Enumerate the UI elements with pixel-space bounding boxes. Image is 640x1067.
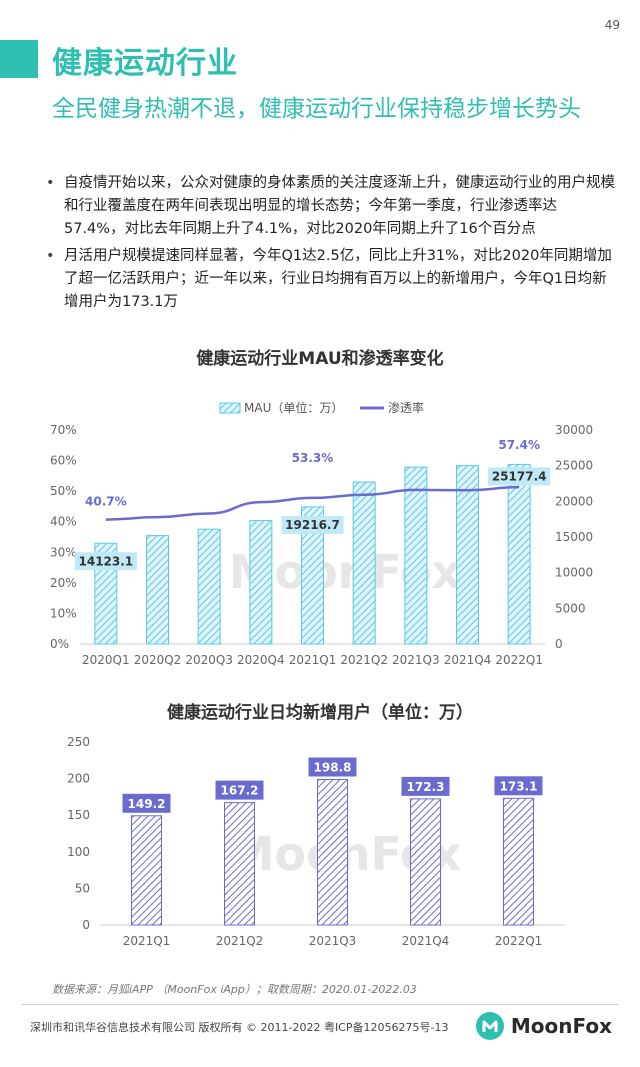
x-tick: 2021Q1 bbox=[123, 934, 171, 948]
mau-penetration-chart: MoonFox MAU（单位：万） 渗透率 0%10%20%30%40%50%60… bbox=[50, 400, 593, 667]
mau-data-label-bg bbox=[281, 515, 344, 534]
daily-new-users-chart: MoonFox 0501001502002502021Q12021Q22021Q… bbox=[67, 735, 565, 948]
y-tick: 150 bbox=[67, 808, 90, 822]
y-tick: 0 bbox=[82, 918, 90, 932]
penetration-data-label: 57.4% bbox=[498, 438, 540, 452]
penetration-data-label: 40.7% bbox=[85, 495, 127, 509]
y-right-tick: 25000 bbox=[555, 459, 593, 473]
y-left-tick: 30% bbox=[50, 545, 77, 559]
x-tick: 2022Q1 bbox=[495, 934, 543, 948]
daily-data-label-bg bbox=[215, 780, 264, 800]
page-subtitle: 全民健身热潮不退，健康运动行业保持稳步增长势头 bbox=[52, 96, 581, 122]
y-left-tick: 40% bbox=[50, 515, 77, 529]
bullet-item: 自疫情开始以来，公众对健康的身体素质的关注度逐渐上升，健康运动行业的用户规模和行… bbox=[46, 172, 616, 241]
y-right-tick: 30000 bbox=[555, 423, 593, 437]
mau-bar bbox=[352, 481, 376, 645]
mau-bar bbox=[301, 506, 324, 645]
daily-data-label: 173.1 bbox=[500, 779, 538, 793]
x-tick: 2021Q2 bbox=[216, 934, 264, 948]
daily-new-users-bar bbox=[410, 798, 441, 926]
daily-new-users-bar bbox=[224, 802, 255, 926]
daily-data-label-bg bbox=[401, 776, 450, 796]
daily-data-label: 198.8 bbox=[314, 760, 352, 774]
data-source-note: 数据来源：月狐iAPP （MoonFox iApp）；取数周期：2020.01-… bbox=[52, 983, 417, 996]
mau-bar bbox=[146, 535, 169, 645]
y-right-tick: 10000 bbox=[555, 566, 593, 580]
x-tick: 2021Q2 bbox=[340, 653, 388, 667]
footer-copyright: 深圳市和讯华谷信息技术有限公司 版权所有 © 2011-2022 粤ICP备12… bbox=[30, 1021, 449, 1034]
daily-data-label-bg bbox=[122, 793, 171, 813]
y-tick: 200 bbox=[67, 772, 90, 786]
x-tick: 2020Q4 bbox=[237, 653, 285, 667]
page-title: 健康运动行业 bbox=[52, 46, 238, 81]
penetration-data-label: 53.3% bbox=[292, 451, 334, 465]
x-tick: 2021Q4 bbox=[444, 653, 492, 667]
moonfox-logo: MoonFox bbox=[475, 1011, 612, 1041]
legend-label-mau: MAU（单位：万） bbox=[244, 400, 343, 415]
title-accent-bar bbox=[0, 40, 38, 78]
y-tick: 250 bbox=[67, 735, 90, 749]
x-tick: 2021Q3 bbox=[392, 653, 440, 667]
daily-data-label-bg bbox=[494, 776, 543, 796]
y-tick: 100 bbox=[67, 845, 90, 859]
x-tick: 2021Q3 bbox=[309, 934, 357, 948]
page-number: 49 bbox=[604, 18, 620, 32]
legend-label-penetration: 渗透率 bbox=[388, 400, 424, 415]
footer-divider bbox=[22, 1004, 618, 1005]
penetration-line bbox=[105, 485, 520, 521]
mau-chart-title: 健康运动行业MAU和渗透率变化 bbox=[196, 349, 444, 369]
y-left-tick: 70% bbox=[50, 423, 77, 437]
mau-data-label: 25177.4 bbox=[492, 469, 547, 483]
y-right-tick: 20000 bbox=[555, 494, 593, 508]
daily-new-users-bar bbox=[503, 797, 534, 926]
daily-data-label-bg bbox=[308, 757, 357, 777]
y-tick: 50 bbox=[75, 881, 90, 895]
mau-bar bbox=[456, 465, 479, 645]
y-left-tick: 0% bbox=[50, 637, 69, 651]
bullet-list: 自疫情开始以来，公众对健康的身体素质的关注度逐渐上升，健康运动行业的用户规模和行… bbox=[46, 172, 616, 318]
x-tick: 2021Q1 bbox=[289, 653, 337, 667]
daily-new-users-bar bbox=[131, 815, 162, 926]
y-right-tick: 15000 bbox=[555, 530, 593, 544]
logo-text: MoonFox bbox=[510, 1014, 612, 1038]
y-left-tick: 20% bbox=[50, 576, 77, 590]
x-tick: 2021Q4 bbox=[402, 934, 450, 948]
legend-swatch-mau bbox=[219, 402, 241, 414]
daily-new-users-bar bbox=[317, 778, 348, 926]
mau-data-label: 14123.1 bbox=[79, 554, 134, 568]
y-left-tick: 50% bbox=[50, 484, 77, 498]
y-right-tick: 5000 bbox=[555, 601, 586, 615]
y-left-tick: 10% bbox=[50, 606, 77, 620]
daily-data-label: 172.3 bbox=[407, 780, 445, 794]
x-tick: 2020Q3 bbox=[185, 653, 233, 667]
mau-bar bbox=[507, 463, 531, 645]
mau-bar bbox=[404, 466, 428, 645]
mau-data-label-bg bbox=[74, 552, 137, 571]
daily-new-users-chart-title: 健康运动行业日均新增用户（单位：万） bbox=[167, 703, 473, 723]
mau-bar bbox=[197, 528, 221, 645]
mau-bar bbox=[249, 520, 273, 645]
x-tick: 2020Q1 bbox=[82, 653, 130, 667]
chart-legend: MAU（单位：万） 渗透率 bbox=[219, 400, 424, 415]
moonfox-logo-icon bbox=[475, 1012, 504, 1040]
x-tick: 2020Q2 bbox=[134, 653, 182, 667]
y-right-tick: 0 bbox=[555, 637, 563, 651]
mau-data-label-bg bbox=[488, 467, 551, 486]
bullet-item: 月活用户规模提速同样显著，今年Q1达2.5亿，同比上升31%，对比2020年同期… bbox=[46, 245, 616, 314]
daily-data-label: 167.2 bbox=[221, 784, 259, 798]
mau-data-label: 19216.7 bbox=[285, 518, 340, 532]
x-tick: 2022Q1 bbox=[495, 653, 543, 667]
y-left-tick: 60% bbox=[50, 454, 77, 468]
daily-data-label: 149.2 bbox=[128, 797, 166, 811]
